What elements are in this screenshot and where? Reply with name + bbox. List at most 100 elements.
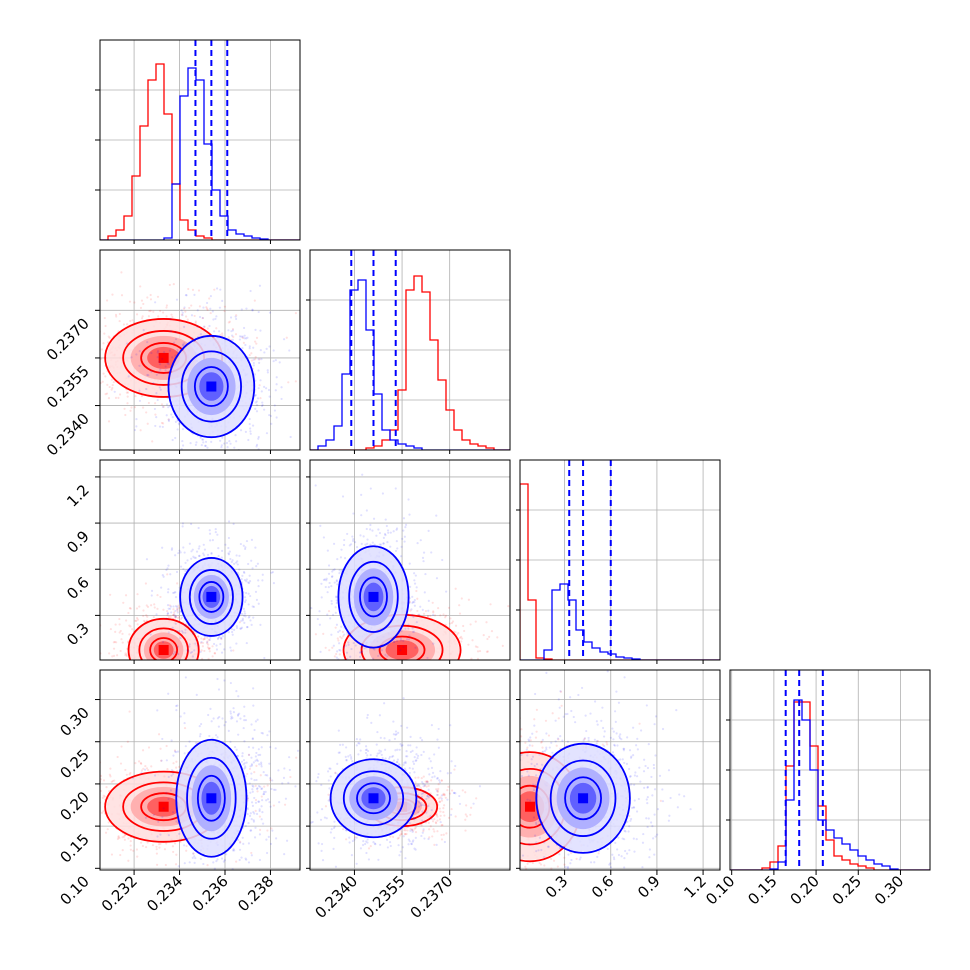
sample-point (167, 418, 170, 421)
sample-point (104, 393, 107, 396)
sample-point (242, 326, 246, 330)
sample-point (413, 673, 415, 675)
sample-point (319, 650, 322, 653)
sample-point (124, 594, 128, 597)
sample-point (88, 347, 90, 349)
sample-point (333, 568, 336, 571)
sample-point (195, 441, 198, 444)
sample-point (459, 677, 461, 679)
sample-point (235, 626, 239, 630)
sample-point (181, 664, 183, 666)
sample-point (209, 688, 211, 690)
sample-point (207, 643, 210, 646)
sample-point (174, 616, 177, 619)
sample-point (176, 671, 178, 673)
sample-point (155, 681, 157, 683)
sample-point (252, 630, 254, 632)
sample-point (113, 390, 116, 393)
sample-point (244, 615, 247, 618)
sample-point (443, 700, 445, 702)
sample-point (96, 800, 98, 802)
sample-point (172, 652, 175, 655)
sample-point (107, 821, 110, 824)
sample-point (119, 673, 121, 675)
sample-point (110, 388, 113, 391)
sample-point (395, 540, 398, 543)
sample-point (392, 675, 394, 677)
sample-point (170, 413, 173, 416)
sample-point (120, 638, 123, 641)
sample-point (103, 872, 105, 874)
sample-point (184, 624, 187, 627)
sample-point (190, 700, 192, 702)
sample-point (167, 418, 170, 421)
sample-point (377, 672, 379, 674)
sample-point (445, 686, 447, 688)
sample-point (89, 660, 91, 662)
sample-point (352, 512, 355, 515)
sample-point (183, 306, 186, 309)
sample-point (235, 554, 238, 557)
sample-point (167, 661, 169, 663)
sample-point (199, 451, 201, 453)
sample-point (303, 417, 305, 419)
sample-point (124, 652, 127, 655)
sample-point (129, 844, 132, 847)
y-tick-label: 0.6 (63, 573, 93, 603)
sample-point (307, 600, 309, 602)
sample-point (228, 440, 231, 443)
sample-point (441, 558, 444, 562)
sample-point (265, 432, 269, 435)
sample-point (167, 419, 171, 423)
sample-point (295, 645, 297, 647)
sample-point (389, 545, 392, 548)
sample-point (212, 642, 216, 646)
sample-point (249, 594, 252, 598)
sample-point (208, 529, 211, 532)
sample-point (432, 667, 434, 669)
sample-point (147, 315, 151, 318)
sample-point (373, 648, 376, 651)
sample-point (368, 672, 370, 674)
sample-point (260, 358, 263, 361)
sample-point (167, 660, 169, 662)
sample-point (248, 574, 251, 577)
sample-point (155, 416, 158, 419)
sample-point (399, 679, 401, 681)
sample-point (379, 543, 383, 546)
sample-point (392, 530, 395, 533)
sample-point (414, 646, 417, 649)
sample-point (185, 672, 187, 674)
sample-point (398, 645, 401, 648)
sample-point (215, 644, 218, 647)
sample-point (254, 401, 257, 404)
sample-point (254, 355, 257, 359)
sample-point (223, 305, 227, 308)
sample-point (247, 753, 251, 756)
sample-point (257, 579, 260, 582)
sample-point (472, 672, 474, 674)
sample-point (306, 658, 308, 660)
sample-point (182, 568, 185, 571)
sample-point (250, 559, 253, 562)
sample-point (266, 784, 269, 787)
sample-point (396, 547, 399, 550)
sample-point (485, 621, 488, 624)
sample-point (165, 315, 168, 318)
sample-point (156, 676, 158, 678)
sample-point (236, 563, 239, 566)
sample-point (335, 652, 338, 656)
sample-point (212, 464, 214, 466)
sample-point (375, 684, 377, 686)
sample-point (316, 617, 319, 621)
sample-point (415, 589, 418, 593)
sample-point (159, 747, 162, 750)
sample-point (191, 650, 194, 654)
sample-point (152, 310, 155, 313)
sample-point (173, 749, 177, 752)
sample-point (254, 358, 257, 361)
sample-point (247, 581, 250, 584)
sample-point (393, 640, 396, 643)
sample-point (137, 760, 141, 763)
